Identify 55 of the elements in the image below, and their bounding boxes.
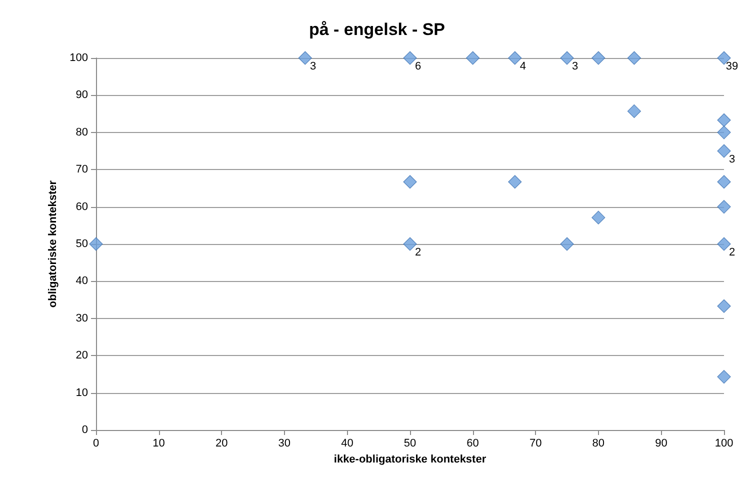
x-tick-label: 20 xyxy=(215,438,228,450)
annotation: 2 xyxy=(728,246,736,258)
x-tick-label: 0 xyxy=(92,438,100,450)
point xyxy=(717,237,731,251)
annotation: 2 xyxy=(414,246,422,258)
annotation: 6 xyxy=(414,60,422,72)
x-tick-label: 30 xyxy=(278,438,291,450)
point xyxy=(592,51,606,65)
annotation: 39 xyxy=(726,60,738,72)
point xyxy=(592,210,606,224)
x-axis-title: ikke-obligatoriske kontekster xyxy=(334,453,487,466)
annotation: 3 xyxy=(572,60,578,72)
point xyxy=(717,200,731,214)
y-tick-label: 30 xyxy=(76,312,88,324)
point xyxy=(560,51,574,65)
y-tick-label: 80 xyxy=(76,126,88,138)
x-tick-label: 80 xyxy=(592,438,605,450)
point xyxy=(717,126,731,140)
annotation: 3 xyxy=(310,60,316,72)
y-tick-label: 40 xyxy=(76,275,88,288)
point xyxy=(717,299,731,313)
point xyxy=(560,237,574,251)
chart-title: på - engelsk - SP xyxy=(308,20,446,39)
point xyxy=(298,51,312,65)
x-tick-label: 90 xyxy=(655,438,668,450)
point xyxy=(717,370,731,384)
y-axis-title: obligatoriske kontekster xyxy=(47,180,60,308)
point xyxy=(89,237,103,251)
point xyxy=(508,175,522,189)
y-tick-label: 60 xyxy=(76,200,88,213)
point xyxy=(403,51,417,65)
point xyxy=(403,175,417,189)
x-tick-label: 70 xyxy=(529,438,542,450)
x-tick-label: 40 xyxy=(341,438,354,450)
x-tick-label: 100 xyxy=(714,438,734,450)
point xyxy=(508,51,522,65)
point xyxy=(717,144,731,158)
point xyxy=(403,237,417,251)
point xyxy=(627,51,641,65)
point xyxy=(466,51,480,65)
y-tick-label: 50 xyxy=(76,238,88,250)
x-tick-label: 10 xyxy=(152,438,165,450)
point xyxy=(627,104,641,118)
annotation: 4 xyxy=(520,60,526,72)
y-tick-label: 0 xyxy=(82,424,88,436)
point xyxy=(717,175,731,189)
y-tick-label: 70 xyxy=(76,164,88,176)
annotation: 3 xyxy=(728,154,736,166)
point xyxy=(717,113,731,127)
y-tick-label: 90 xyxy=(76,89,88,102)
y-tick-label: 100 xyxy=(70,52,88,64)
x-tick-label: 50 xyxy=(404,438,416,450)
x-tick-label: 60 xyxy=(466,438,479,450)
y-tick-label: 10 xyxy=(76,386,88,399)
y-tick-label: 20 xyxy=(76,350,88,362)
